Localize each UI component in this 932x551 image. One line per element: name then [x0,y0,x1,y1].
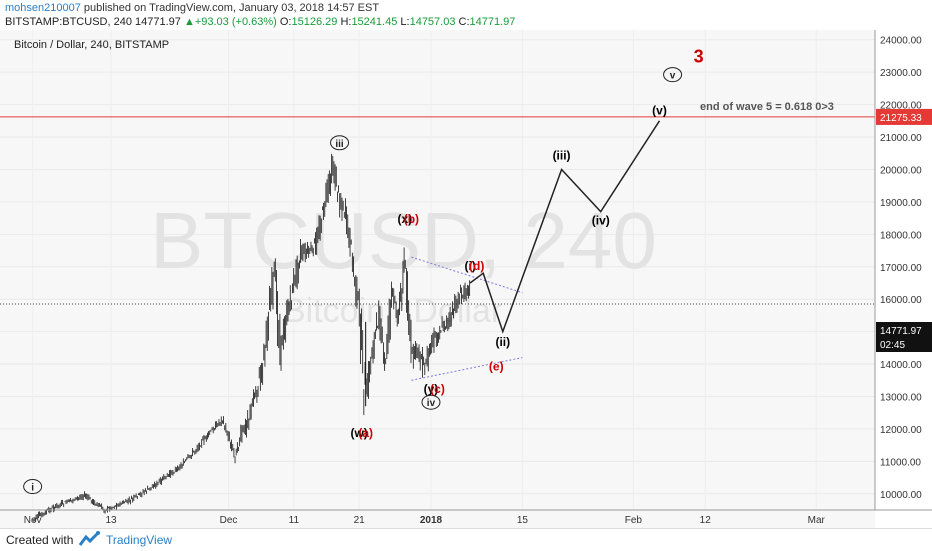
open-label: O: [279,16,292,28]
watermark-name: Bitcoin / Dollar [283,292,502,330]
projection-path [469,120,661,334]
price-tick-label: 11000.00 [880,457,921,468]
price-candles [32,153,471,522]
time-tick-label: Mar [808,515,826,526]
chart-title: Bitcoin / Dollar, 240, BITSTAMP [14,39,169,51]
wave-label: 3 [694,46,704,66]
wave-label: iv [427,398,436,409]
price-axis[interactable]: 10000.00 11000.00 12000.00 13000.00 14000.00… [880,36,922,501]
time-axis[interactable]: Nov 13 Dec 11 21 2018 15 Feb 12 Mar [24,515,826,526]
last-price-tag-bg [876,322,932,352]
horizontal-lines [0,116,875,305]
symbol-label: BITSTAMP:BTCUSD, 240 [5,16,132,28]
price-chart[interactable]: BTCUSD, 240 Bitcoin / Dollar Bitcoin / Do… [0,30,932,528]
close-value: 14771.97 [469,16,516,28]
watermark-symbol: BTCUSD, 240 [150,196,657,285]
up-arrow-icon: ▲ [183,16,195,28]
low-label: L: [400,16,410,28]
wave-circle [23,479,43,495]
last-price-tag-label: 14771.97 [880,326,922,337]
wave-circle [421,394,441,410]
price-tick-label: 16000.00 [880,295,922,306]
wave-labels: iiiiivv(w)(a)(x)(b)(y)(c)(i)(d)(e)(ii)(i… [23,46,704,495]
plot-background [0,30,875,528]
wave-label: (iv) [592,214,610,228]
trendline [411,357,523,381]
chart-header: mohsen210007 published on TradingView.co… [0,0,932,30]
wave-label: (w) [350,426,367,440]
time-tick-label: 11 [289,515,300,526]
change-value: +93.03 (+0.63%) [194,16,277,28]
last-price: 14771.97 [135,16,181,28]
symbol-watermark: BTCUSD, 240 Bitcoin / Dollar [150,196,657,330]
author-link[interactable]: mohsen210007 [5,2,81,14]
chart-plot-area[interactable]: BTCUSD, 240 Bitcoin / Dollar Bitcoin / Do… [0,30,932,528]
footer: Created with TradingView [0,528,932,551]
price-tick-label: 17000.00 [880,263,922,274]
time-tick-label: 15 [517,515,529,526]
wave-label: (b) [404,212,419,226]
countdown-label: 02:45 [880,340,905,351]
time-tick-label: 2018 [420,515,443,526]
projection-line [469,120,661,334]
wave-label: (ii) [495,335,510,349]
price-tag-bg [876,108,932,125]
tradingview-logo-icon[interactable] [78,531,102,550]
wave-label: (i) [464,259,475,273]
wave-label: (d) [469,259,484,273]
high-label: H: [340,16,352,28]
time-tick-label: Dec [220,515,238,526]
wave-label: (iii) [553,149,571,163]
wave-label: iii [335,139,344,150]
wave-circle [663,67,683,83]
time-tick-label: 21 [354,515,366,526]
time-tick-label: Nov [24,515,42,526]
wave-label: v [670,71,676,82]
price-tick-label: 10000.00 [880,490,922,501]
price-tick-label: 13000.00 [880,392,922,403]
price-tick-label: 24000.00 [880,36,922,47]
high-value: 15241.45 [351,16,398,28]
grid-lines [0,30,875,510]
publish-text: published on TradingView.com, January 03… [83,2,380,14]
price-tags: 21275.33 14771.97 02:45 [876,108,932,352]
time-tick-label: 13 [105,515,117,526]
price-tick-label: 14000.00 [880,360,922,371]
price-tick-label: 22000.00 [880,101,922,112]
wave-label: i [31,483,34,494]
tradingview-brand[interactable]: TradingView [106,533,173,547]
wave-label: (v) [652,103,667,117]
wave-label: (e) [489,360,504,374]
wave-label: (x) [398,212,413,226]
time-tick-label: 12 [700,515,712,526]
close-label: C: [458,16,470,28]
wave-annotation: end of wave 5 = 0.618 0>3 [700,101,834,113]
price-tick-label: 18000.00 [880,230,922,241]
wave-label: (y) [424,382,439,396]
price-tick-label: 19000.00 [880,198,922,209]
price-tag-label: 21275.33 [880,113,922,124]
quote-line: BITSTAMP:BTCUSD, 240 14771.97 ▲+93.03 (+… [5,16,515,28]
trendlines [411,256,523,381]
wave-label: (a) [358,426,373,440]
publish-info: mohsen210007 published on TradingView.co… [5,2,379,14]
low-value: 14757.03 [409,16,456,28]
price-tick-label: 21000.00 [880,133,922,144]
price-tick-label: 23000.00 [880,68,922,79]
created-with-text: Created with [6,533,74,547]
trendline [411,256,523,294]
price-tick-label: 12000.00 [880,425,922,436]
time-tick-label: Feb [625,515,643,526]
open-value: 15126.29 [291,16,338,28]
price-tick-label: 20000.00 [880,165,922,176]
wave-label: (c) [430,382,445,396]
wave-circle [330,135,350,151]
